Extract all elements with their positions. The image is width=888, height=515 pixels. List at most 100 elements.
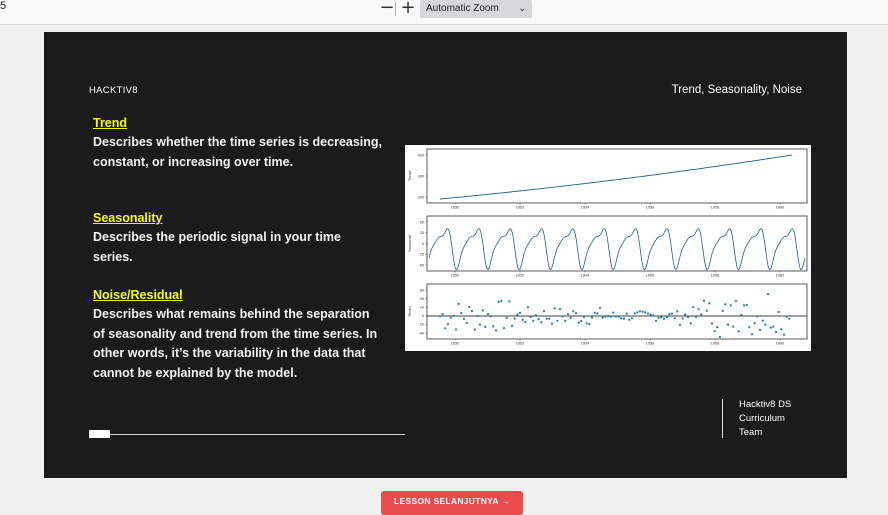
resid-point xyxy=(609,315,612,318)
next-lesson-button[interactable]: LESSON SELANJUTNYA → xyxy=(381,491,523,515)
resid-point xyxy=(710,322,714,325)
resid-point xyxy=(636,311,639,314)
resid-point xyxy=(508,300,511,303)
x-tick-label: 1956 xyxy=(646,274,654,278)
credit-line: Hacktiv8 DS xyxy=(739,399,792,410)
resid-point xyxy=(513,317,516,320)
y-tick-label: -25 xyxy=(419,253,425,257)
resid-point xyxy=(750,333,754,336)
resid-point xyxy=(566,313,570,316)
resid-point xyxy=(470,309,474,313)
x-tick-label: 1950 xyxy=(451,274,459,278)
resid-point xyxy=(550,322,554,325)
resid-point xyxy=(734,300,738,303)
resid-point xyxy=(588,323,591,326)
resid-point xyxy=(721,309,724,312)
zoom-select-label: Automatic Zoom xyxy=(426,3,499,14)
resid-point xyxy=(729,304,732,307)
y-tick-label: 50 xyxy=(420,220,424,224)
section-body: Describes whether the time series is dec… xyxy=(93,135,383,169)
resid-point xyxy=(537,318,540,321)
resid-point xyxy=(481,309,484,312)
resid-point xyxy=(529,315,532,319)
resid-point xyxy=(606,314,610,318)
resid-point xyxy=(782,333,786,336)
resid-point xyxy=(553,307,556,310)
resid-point xyxy=(444,327,447,330)
panel-ylabel-trend: Trend xyxy=(407,171,412,181)
zoom-in-button[interactable]: + xyxy=(400,0,416,18)
resid-point xyxy=(748,326,751,329)
resid-point xyxy=(590,316,594,319)
x-tick-label: 1960 xyxy=(776,206,784,210)
resid-point xyxy=(644,311,647,314)
x-tick-label: 1956 xyxy=(646,342,654,346)
resid-point xyxy=(665,316,668,319)
slide-progress-track xyxy=(89,434,405,435)
resid-point xyxy=(500,299,503,303)
resid-point xyxy=(441,313,444,316)
resid-point xyxy=(593,311,596,314)
resid-point xyxy=(774,330,778,334)
resid-point xyxy=(572,310,575,313)
zoom-select[interactable]: Automatic Zoom ⌄ xyxy=(420,0,532,18)
y-tick-label: 300 xyxy=(418,174,424,178)
x-tick-label: 1960 xyxy=(776,274,784,278)
resid-point xyxy=(764,323,767,326)
resid-point xyxy=(652,314,655,317)
section-heading: Noise/Residual xyxy=(93,288,183,302)
x-tick-label: 1952 xyxy=(516,342,524,346)
seasonal-line xyxy=(428,228,806,271)
y-tick-label: -40 xyxy=(419,331,425,335)
y-tick-label: -20 xyxy=(419,323,425,327)
resid-point xyxy=(657,316,660,319)
section-seasonality: Seasonality Describes the periodic signa… xyxy=(93,209,383,267)
x-tick-label: 1958 xyxy=(711,274,719,278)
resid-point xyxy=(708,302,711,305)
resid-point xyxy=(772,325,775,328)
resid-point xyxy=(452,314,455,317)
resid-point xyxy=(678,323,682,326)
resid-point xyxy=(694,315,698,318)
resid-point xyxy=(545,317,548,320)
x-tick-label: 1952 xyxy=(516,274,524,278)
section-body: Describes what remains behind the separa… xyxy=(93,307,378,380)
credit-text: Hacktiv8 DS Curriculum Team xyxy=(739,398,819,440)
x-tick-label: 1956 xyxy=(646,206,654,210)
brand-logo-text: HACKTIV8 xyxy=(89,85,138,96)
resid-point xyxy=(614,315,618,318)
resid-point xyxy=(745,303,748,307)
resid-point xyxy=(681,317,684,320)
resid-point xyxy=(558,308,562,311)
x-tick-label: 1960 xyxy=(776,342,784,346)
resid-point xyxy=(489,315,492,318)
zoom-out-button[interactable]: − xyxy=(379,0,395,18)
resid-point xyxy=(601,316,604,319)
resid-point xyxy=(785,315,788,318)
page-indicator: 5 xyxy=(0,0,7,12)
resid-point xyxy=(737,330,740,333)
resid-point xyxy=(577,321,580,324)
resid-point xyxy=(465,321,468,324)
resid-point xyxy=(478,323,482,326)
panel-ylabel-resid: Resid xyxy=(407,306,412,316)
resid-point xyxy=(756,315,759,318)
resid-point xyxy=(505,316,508,319)
resid-point xyxy=(502,327,506,330)
resid-point xyxy=(526,306,530,309)
resid-point xyxy=(788,317,791,320)
resid-point xyxy=(484,325,487,328)
resid-point xyxy=(686,316,690,319)
resid-point xyxy=(662,317,666,320)
resid-point xyxy=(462,317,466,320)
resid-point xyxy=(753,322,756,325)
resid-point xyxy=(556,319,559,322)
resid-point xyxy=(580,319,583,323)
slide-progress-fill xyxy=(89,430,110,438)
resid-point xyxy=(510,324,514,327)
resid-point xyxy=(742,304,746,307)
y-tick-label: -50 xyxy=(419,263,425,267)
resid-point xyxy=(689,322,692,325)
resid-point xyxy=(598,306,602,309)
resid-point xyxy=(649,313,652,316)
